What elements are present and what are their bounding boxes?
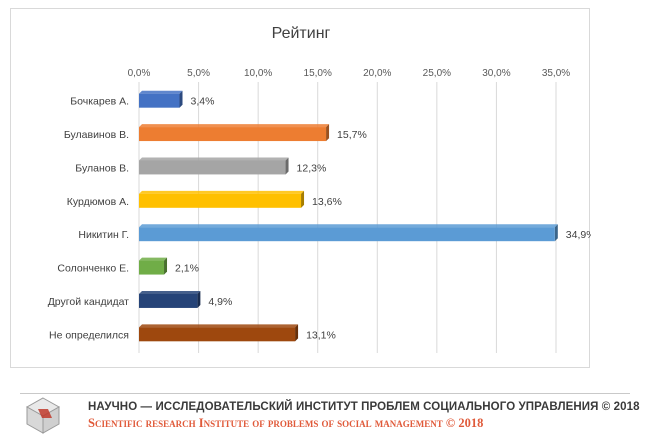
bar-top-face (139, 290, 201, 294)
x-tick-label: 35,0% (542, 68, 570, 79)
institute-logo-icon (25, 397, 61, 434)
bar (139, 160, 286, 175)
data-label: 2,1% (175, 263, 199, 275)
category-label: Булавинов В. (64, 129, 129, 141)
chart-frame: Рейтинг 0,0% 5,0% 10,0% 15,0% 20,0% 25,0% 30,0%… (10, 8, 591, 368)
bar-side-face (554, 224, 558, 242)
bar-top-face (139, 324, 299, 328)
category-label: Другой кандидат (48, 296, 129, 308)
footer-institute-en: Scientific research Institute of problem… (88, 416, 484, 430)
footer-institute-ru: НАУЧНО — ИССЛЕДОВАТЕЛЬСКИЙ ИНСТИТУТ ПРОБ… (88, 401, 640, 413)
bar-top-face (139, 257, 168, 261)
footer-divider (20, 393, 630, 394)
chart-title: Рейтинг (272, 25, 331, 42)
x-tick-label: 5,0% (187, 68, 210, 79)
category-label: Не определился (49, 329, 129, 341)
bar-side-face (179, 90, 183, 108)
bar-side-face (164, 257, 168, 275)
x-tick-label: 25,0% (423, 68, 451, 79)
bar (139, 260, 165, 275)
bar (139, 193, 302, 208)
data-label: 15,7% (337, 129, 367, 141)
bar-top-face (139, 224, 558, 228)
bar-top-face (139, 124, 330, 128)
bar-top-face (139, 157, 289, 161)
data-label: 13,6% (312, 196, 342, 208)
bar-top-face (139, 90, 183, 94)
bar-side-face (301, 190, 305, 208)
x-tick-label: 15,0% (304, 68, 332, 79)
category-label: Курдюмов А. (67, 196, 129, 208)
bar-top-face (139, 190, 305, 194)
data-label: 13,1% (306, 329, 336, 341)
category-label: Буланов В. (75, 162, 129, 174)
x-tick-label: 30,0% (482, 68, 510, 79)
bar-side-face (326, 124, 330, 142)
data-label: 12,3% (297, 162, 327, 174)
category-label: Солонченко Е. (57, 263, 129, 275)
bar-chart: Рейтинг 0,0% 5,0% 10,0% 15,0% 20,0% 25,0% 30,0%… (48, 25, 591, 353)
category-label: Никитин Г. (78, 229, 129, 241)
x-tick-label: 20,0% (363, 68, 391, 79)
data-label: 3,4% (191, 96, 215, 108)
x-tick-label: 10,0% (244, 68, 272, 79)
bar (139, 127, 327, 142)
bar-side-face (285, 157, 289, 175)
bar (139, 227, 555, 242)
bar-side-face (295, 324, 299, 342)
bar (139, 93, 180, 108)
data-label: 34,9% (566, 229, 591, 241)
bar (139, 293, 198, 308)
data-label: 4,9% (208, 296, 232, 308)
bar (139, 327, 296, 342)
bar-side-face (197, 290, 201, 308)
category-label: Бочкарев А. (70, 96, 129, 108)
x-tick-label: 0,0% (128, 68, 151, 79)
